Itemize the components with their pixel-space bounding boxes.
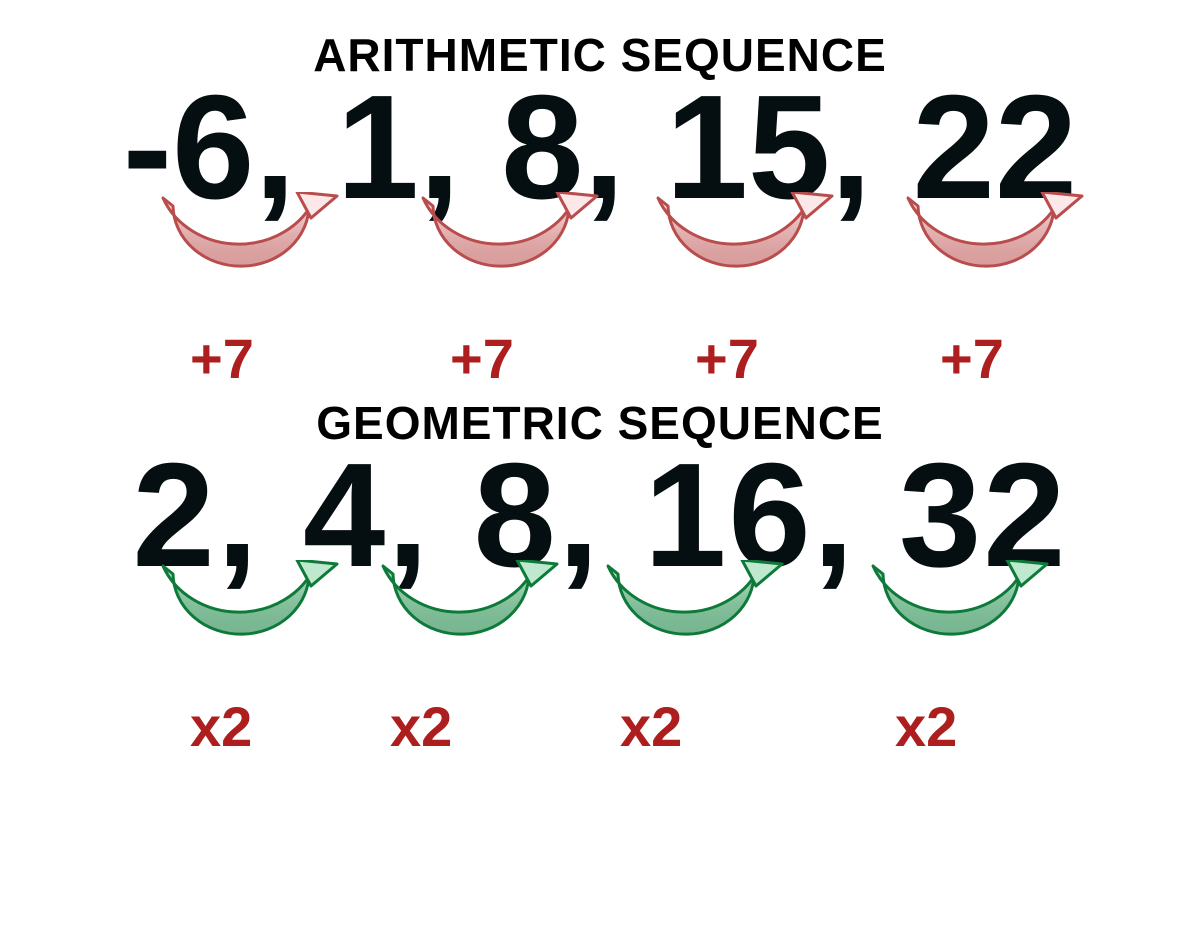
arithmetic-arrow-4 <box>890 192 1090 292</box>
geometric-arrow-3 <box>590 560 790 660</box>
geometric-op-1: x2 <box>190 694 252 759</box>
arithmetic-ops: +7+7+7+7 <box>0 332 1200 392</box>
geometric-arrows <box>0 590 1200 700</box>
geometric-arrow-2 <box>365 560 565 660</box>
geometric-op-3: x2 <box>620 694 682 759</box>
arithmetic-op-3: +7 <box>695 326 759 391</box>
arithmetic-arrow-2 <box>405 192 605 292</box>
arithmetic-op-4: +7 <box>940 326 1004 391</box>
geometric-arrow-4 <box>855 560 1055 660</box>
geometric-op-4: x2 <box>895 694 957 759</box>
geometric-op-2: x2 <box>390 694 452 759</box>
arithmetic-op-2: +7 <box>450 326 514 391</box>
arithmetic-arrow-3 <box>640 192 840 292</box>
arithmetic-op-1: +7 <box>190 326 254 391</box>
arithmetic-arrow-1 <box>145 192 345 292</box>
geometric-ops: x2x2x2x2 <box>0 700 1200 760</box>
arithmetic-arrows <box>0 222 1200 332</box>
geometric-arrow-1 <box>145 560 345 660</box>
